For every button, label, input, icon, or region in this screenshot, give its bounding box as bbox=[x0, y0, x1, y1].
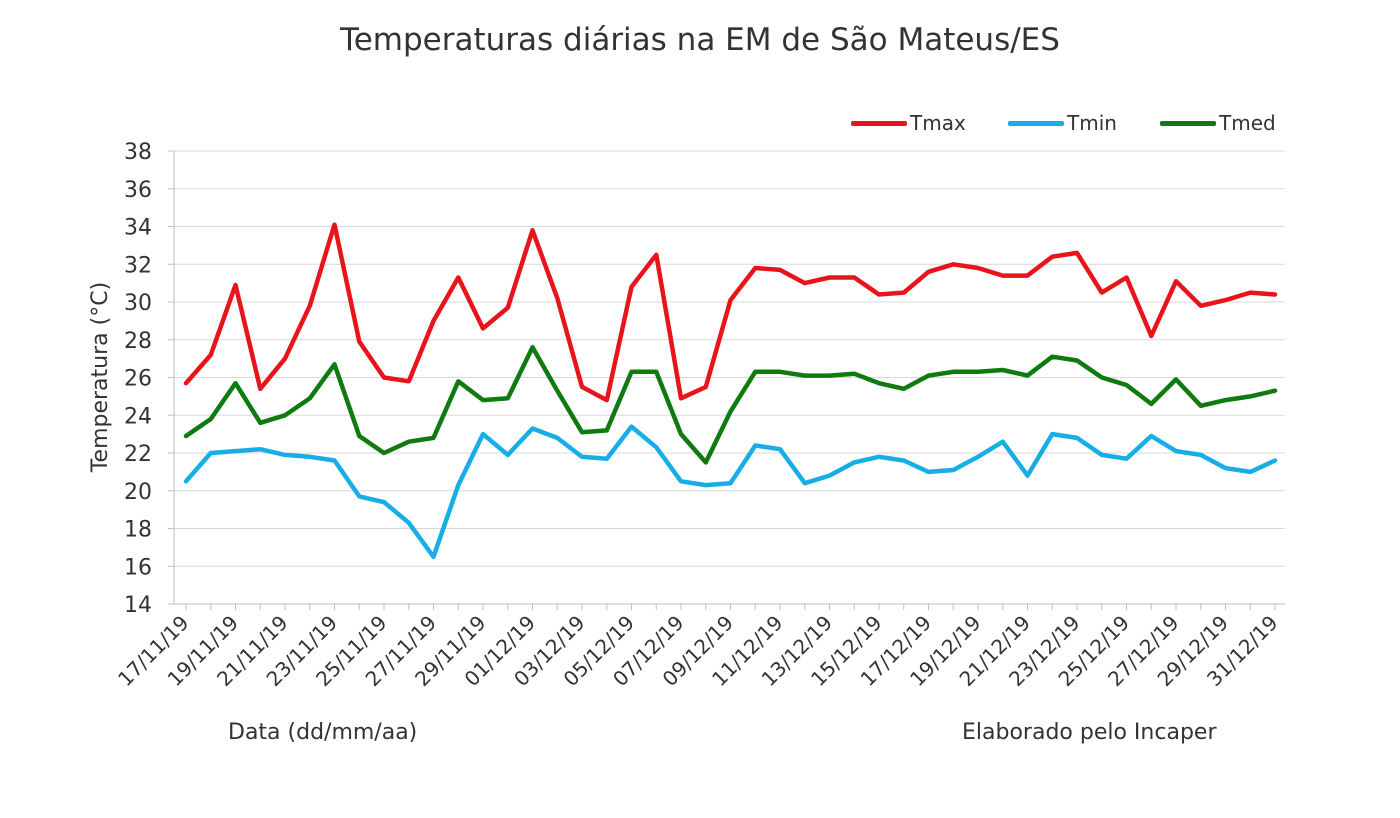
y-tick-label: 30 bbox=[124, 291, 152, 316]
y-tick-label: 16 bbox=[124, 555, 152, 580]
legend-label-tmax: Tmax bbox=[910, 111, 966, 135]
series-line-tmed bbox=[183, 345, 1278, 465]
y-axis-label: Temperatura (°C) bbox=[88, 282, 113, 473]
series-line-tmin bbox=[183, 424, 1278, 560]
series-lines bbox=[183, 222, 1278, 560]
y-tick-label: 36 bbox=[124, 178, 152, 203]
series-line-tmax bbox=[183, 222, 1278, 403]
y-tick-label: 22 bbox=[124, 442, 152, 467]
y-tick-label: 32 bbox=[124, 253, 152, 278]
grid-lines bbox=[174, 150, 1285, 567]
legend-label-tmed: Tmed bbox=[1219, 111, 1276, 135]
axes bbox=[168, 150, 1285, 610]
legend-item-tmed: Tmed bbox=[1160, 110, 1276, 136]
y-tick-label: 38 bbox=[124, 140, 152, 165]
y-tick-label: 34 bbox=[124, 216, 152, 241]
legend-swatch-tmax bbox=[851, 120, 907, 126]
y-tick-label: 26 bbox=[124, 367, 152, 392]
legend-label-tmin: Tmin bbox=[1067, 111, 1117, 135]
x-axis-label: Data (dd/mm/aa) bbox=[228, 720, 418, 745]
y-tick-label: 24 bbox=[124, 404, 152, 429]
y-tick-label: 28 bbox=[124, 329, 152, 354]
legend-item-tmin: Tmin bbox=[1008, 110, 1117, 136]
y-tick-label: 20 bbox=[124, 480, 152, 505]
legend-item-tmax: Tmax bbox=[851, 110, 966, 136]
y-tick-label: 14 bbox=[124, 593, 152, 618]
y-tick-label: 18 bbox=[124, 518, 152, 543]
credit-text: Elaborado pelo Incaper bbox=[962, 720, 1217, 745]
chart-title: Temperaturas diárias na EM de São Mateus… bbox=[340, 22, 1060, 58]
legend-swatch-tmin bbox=[1008, 120, 1064, 126]
legend-swatch-tmed bbox=[1160, 120, 1216, 126]
